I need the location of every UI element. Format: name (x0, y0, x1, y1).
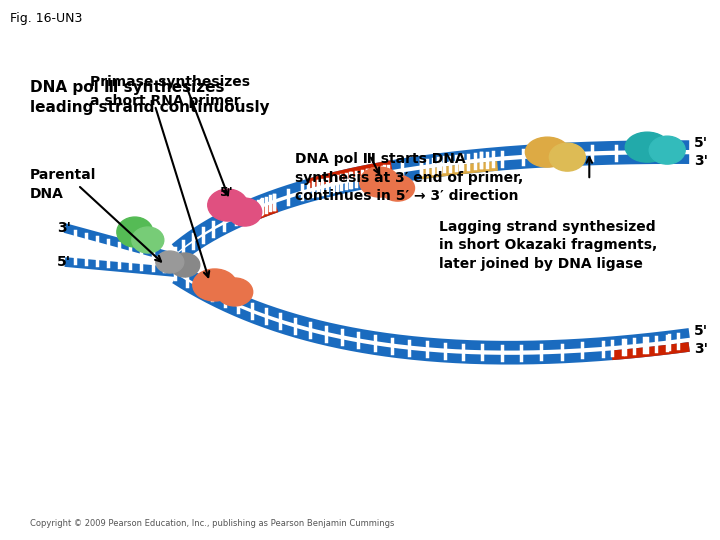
Ellipse shape (526, 137, 570, 167)
Text: Parental
DNA: Parental DNA (30, 168, 96, 200)
Text: 3': 3' (694, 154, 708, 168)
Text: 5': 5' (694, 324, 708, 338)
Text: 5': 5' (220, 186, 233, 199)
Ellipse shape (649, 136, 685, 164)
Text: 5': 5' (57, 255, 71, 269)
Ellipse shape (156, 251, 184, 273)
Ellipse shape (117, 217, 153, 247)
Ellipse shape (228, 198, 261, 226)
Text: 3': 3' (57, 221, 71, 235)
Ellipse shape (381, 175, 415, 201)
Ellipse shape (359, 167, 400, 197)
Ellipse shape (170, 253, 199, 277)
Text: 5': 5' (694, 136, 708, 150)
Ellipse shape (549, 143, 585, 171)
Text: 3': 3' (694, 342, 708, 356)
Ellipse shape (625, 132, 669, 162)
Ellipse shape (208, 189, 248, 221)
Ellipse shape (217, 278, 253, 306)
Ellipse shape (132, 227, 164, 253)
Text: Lagging strand synthesized
in short Okazaki fragments,
later joined by DNA ligas: Lagging strand synthesized in short Okaz… (439, 220, 658, 271)
Text: Primase synthesizes
a short RNA primer: Primase synthesizes a short RNA primer (90, 75, 250, 107)
Ellipse shape (193, 269, 237, 301)
Text: DNA pol Ⅲ synthesizes
leading strand continuously: DNA pol Ⅲ synthesizes leading strand con… (30, 80, 269, 115)
Text: Copyright © 2009 Pearson Education, Inc., publishing as Pearson Benjamin Cumming: Copyright © 2009 Pearson Education, Inc.… (30, 519, 395, 528)
Text: DNA pol Ⅲ starts DNA
synthesis at 3′ end of primer,
continues in 5′ → 3′ directi: DNA pol Ⅲ starts DNA synthesis at 3′ end… (294, 152, 523, 203)
Text: Fig. 16-UN3: Fig. 16-UN3 (10, 12, 82, 25)
